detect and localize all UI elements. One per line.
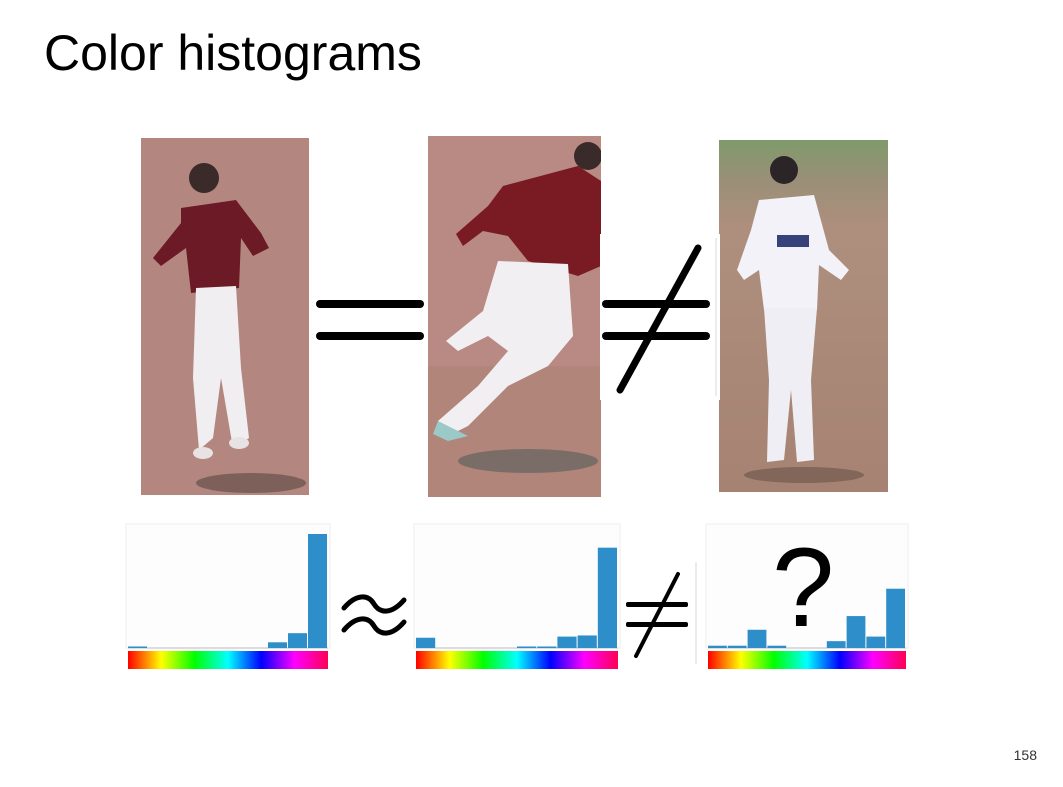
not-equals-symbol-top bbox=[600, 234, 720, 400]
hue-spectrum-bar bbox=[708, 651, 906, 669]
histogram-bar bbox=[537, 646, 557, 648]
histogram-bar bbox=[416, 637, 436, 648]
histogram-bar bbox=[557, 636, 577, 648]
hue-spectrum-bar bbox=[416, 651, 618, 669]
histogram-bar bbox=[128, 646, 147, 648]
histogram-frame bbox=[413, 523, 621, 649]
histogram-3 bbox=[705, 523, 909, 669]
not-equals-symbol-bottom bbox=[626, 562, 697, 664]
question-mark: ? bbox=[772, 525, 835, 650]
slide-title: Color histograms bbox=[44, 25, 422, 81]
histogram-bar bbox=[826, 641, 846, 648]
histogram-bar bbox=[597, 547, 617, 648]
histogram-bar bbox=[846, 616, 866, 648]
histogram-bar bbox=[308, 534, 327, 648]
histogram-frame bbox=[125, 523, 331, 649]
histogram-bar bbox=[268, 642, 287, 648]
histogram-bar bbox=[747, 629, 767, 648]
player-photo-3 bbox=[719, 140, 888, 492]
histogram-bar bbox=[886, 588, 905, 648]
histogram-bar bbox=[288, 633, 307, 648]
histogram-2 bbox=[413, 523, 621, 669]
player-photo-2 bbox=[428, 136, 601, 497]
player-photo-1 bbox=[141, 138, 309, 495]
equals-symbol bbox=[316, 300, 424, 340]
histogram-bar bbox=[866, 636, 886, 648]
histogram-bar bbox=[767, 645, 787, 648]
histogram-bar bbox=[517, 646, 537, 648]
hue-spectrum-bar bbox=[128, 651, 328, 669]
approx-equals-symbol bbox=[341, 594, 407, 636]
histogram-bar bbox=[727, 645, 747, 648]
histogram-bar bbox=[708, 645, 727, 648]
histogram-1 bbox=[125, 523, 331, 669]
page-number: 158 bbox=[1013, 747, 1037, 763]
histogram-bar bbox=[577, 635, 597, 648]
